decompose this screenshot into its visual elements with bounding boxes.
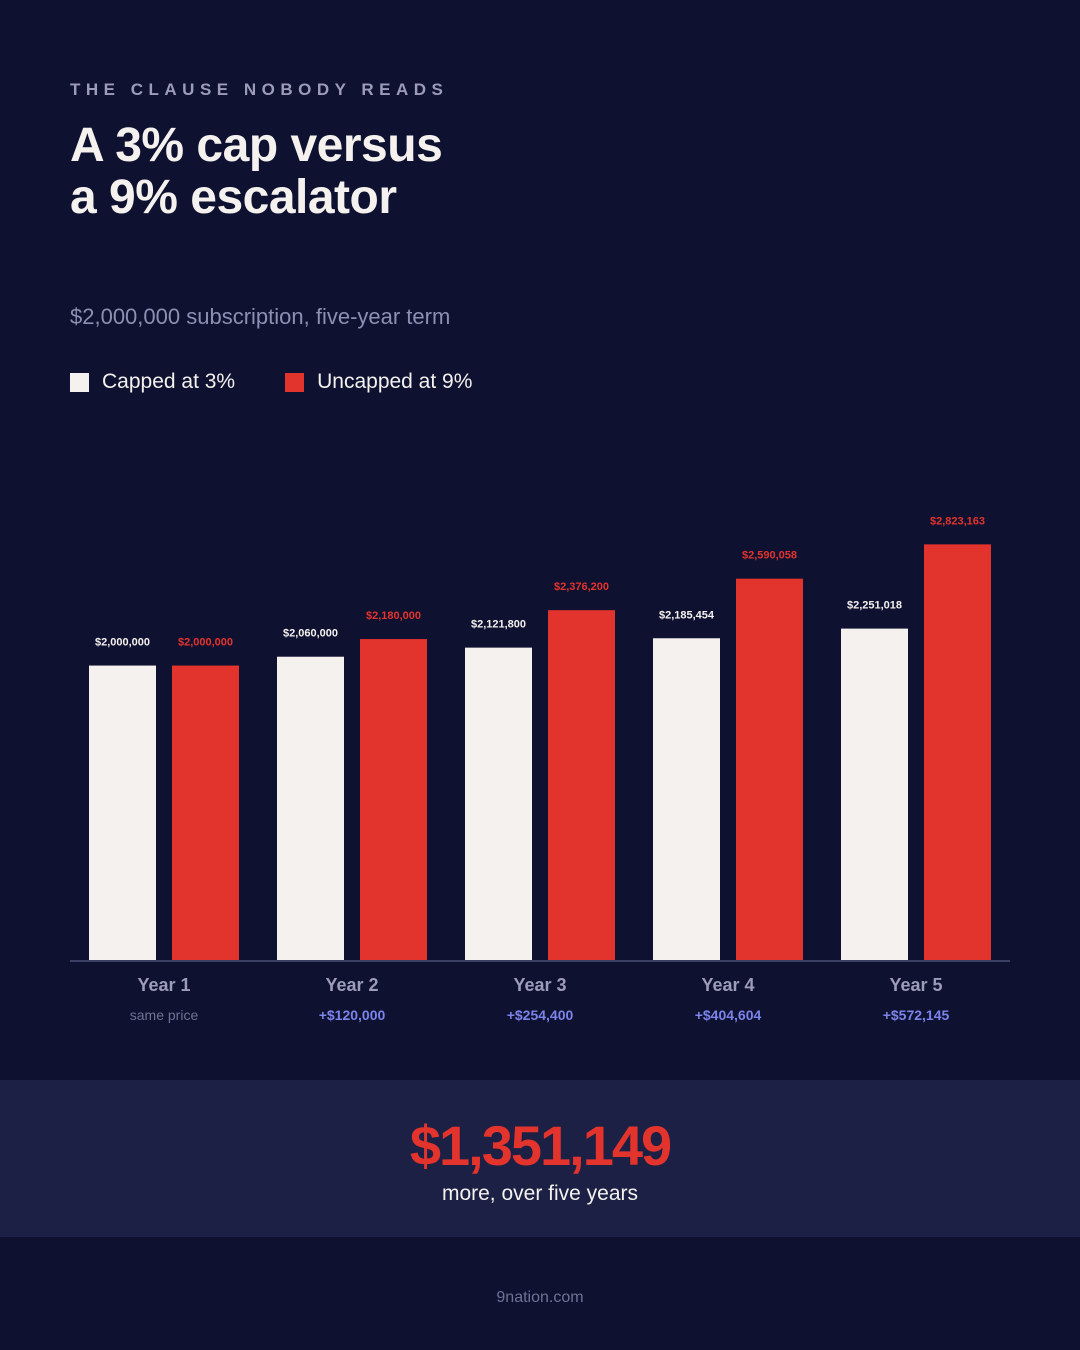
difference-label-year-2: +$120,000 (319, 1007, 386, 1023)
bar-capped-year-4 (653, 638, 720, 960)
bar-chart: $2,000,000 $2,000,000 Year 1 same price $2,0… (70, 515, 1010, 1023)
difference-label-year-5: +$572,145 (883, 1007, 950, 1023)
x-tick-label-year-2: Year 2 (325, 975, 378, 995)
summary-text: more, over five years (441, 1182, 639, 1205)
data-label-uncapped-year-2: $2,180,000 (366, 610, 421, 622)
data-label-capped-year-2: $2,060,000 (283, 628, 338, 640)
data-label-uncapped-year-3: $2,376,200 (554, 581, 609, 593)
bar-uncapped-year-5 (924, 544, 991, 960)
x-tick-label-year-4: Year 4 (701, 975, 754, 995)
legend: Capped at 3% Uncapped at 9% (70, 370, 522, 394)
x-tick-label-year-3: Year 3 (513, 975, 566, 995)
bar-capped-year-3 (465, 647, 532, 960)
data-label-capped-year-4: $2,185,454 (659, 609, 715, 621)
data-label-uncapped-year-4: $2,590,058 (742, 550, 797, 562)
bar-capped-year-5 (841, 628, 908, 960)
data-label-uncapped-year-5: $2,823,163 (930, 515, 985, 527)
data-label-capped-year-1: $2,000,000 (95, 637, 150, 649)
eyebrow: THE CLAUSE NOBODY READS (70, 80, 449, 99)
legend-swatch-capped (70, 372, 89, 392)
difference-label-year-1: same price (130, 1007, 199, 1023)
difference-label-year-4: +$404,604 (695, 1007, 762, 1023)
chart-subtitle: $2,000,000 subscription, five-year term (70, 304, 451, 329)
title-line-2: a 9% escalator (70, 171, 397, 224)
bar-capped-year-2 (277, 656, 344, 960)
summary-value: $1,351,149 (409, 1114, 672, 1177)
data-label-capped-year-3: $2,121,800 (471, 619, 526, 631)
bar-uncapped-year-3 (548, 610, 615, 960)
bar-uncapped-year-1 (172, 665, 239, 960)
legend-item-capped: Capped at 3% (70, 370, 235, 394)
legend-label-capped: Capped at 3% (102, 370, 236, 393)
difference-label-year-3: +$254,400 (507, 1007, 574, 1023)
x-tick-label-year-1: Year 1 (137, 975, 190, 995)
legend-label-uncapped: Uncapped at 9% (317, 370, 473, 393)
data-label-capped-year-5: $2,251,018 (847, 600, 902, 612)
summary-banner: $1,351,149 more, over five years (0, 1080, 1080, 1237)
page-title: A 3% cap versus a 9% escalator (70, 119, 443, 224)
bar-uncapped-year-2 (360, 639, 427, 960)
legend-item-uncapped: Uncapped at 9% (285, 370, 472, 394)
x-tick-label-year-5: Year 5 (889, 975, 942, 995)
legend-swatch-uncapped (285, 372, 305, 392)
title-line-1: A 3% cap versus (70, 119, 443, 172)
footer-source: 9nation.com (496, 1289, 584, 1306)
bar-capped-year-1 (89, 665, 156, 960)
data-label-uncapped-year-1: $2,000,000 (178, 637, 233, 649)
bar-uncapped-year-4 (736, 578, 803, 960)
